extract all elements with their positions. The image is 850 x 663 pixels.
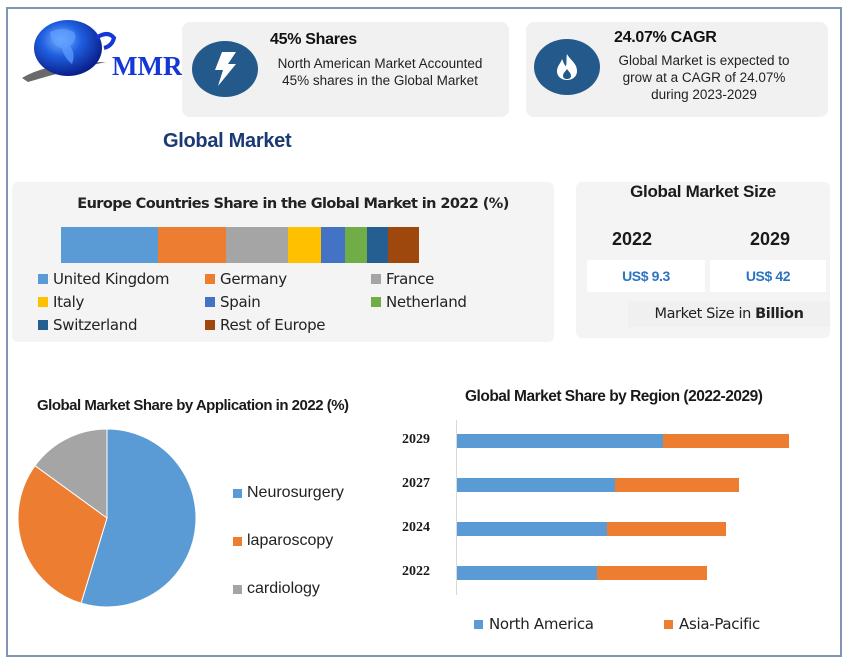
year-label: 2029 [402, 432, 430, 447]
card-text-line: during 2023-2029 [651, 87, 757, 102]
card-text-line: North American Market Accounted [277, 56, 483, 71]
legend-item: United Kingdom [38, 270, 170, 288]
legend-swatch [371, 274, 381, 284]
legend-label: laparoscopy [247, 532, 334, 549]
bar-segment [388, 227, 419, 263]
legend-label: Rest of Europe [220, 316, 326, 334]
year-2022-label: 2022 [612, 229, 653, 249]
legend-swatch [371, 297, 381, 307]
legend-swatch [233, 584, 242, 594]
stacked-bar [457, 434, 789, 448]
legend-swatch [233, 536, 242, 546]
legend-item: Neurosurgery [233, 484, 344, 502]
bar-segment [344, 227, 368, 263]
legend-swatch [38, 297, 48, 307]
legend-label: North America [489, 615, 594, 633]
bar-segment [321, 227, 345, 263]
legend-swatch [205, 274, 215, 284]
legend-item: France [371, 270, 434, 288]
mmr-logo: MMR [18, 18, 182, 88]
legend-swatch [233, 488, 242, 498]
legend-swatch [664, 619, 673, 629]
legend-swatch [38, 274, 48, 284]
globe-icon [22, 20, 117, 82]
market-size-title: Global Market Size [630, 182, 776, 201]
card-text-line: grow at a CAGR of 24.07% [622, 70, 786, 85]
pie-slice-neurosurgery [80, 428, 197, 608]
legend-item: laparoscopy [233, 532, 333, 550]
value-2022: US$ 9.3 [587, 260, 705, 292]
chart-title: Global Market Share by Region (2022-2029… [465, 388, 763, 405]
legend-label: Germany [220, 270, 287, 288]
legend-item: Germany [205, 270, 287, 288]
application-pie-chart [17, 428, 197, 608]
bar-segment [457, 434, 663, 448]
bar-segment [367, 227, 389, 263]
legend-label: United Kingdom [53, 270, 170, 288]
section-title: Global Market [163, 130, 292, 152]
card-text-line: Global Market is expected to [618, 53, 790, 68]
bar-segment [226, 227, 288, 263]
card-text-line: 45% shares in the Global Market [282, 73, 478, 88]
unit-bold: Billion [755, 306, 804, 322]
stacked-bar [457, 478, 739, 492]
legend-label: Asia-Pacific [679, 615, 760, 633]
card-text: North American Market Accounted 45% shar… [260, 55, 500, 89]
bar-segment [457, 478, 616, 492]
legend-swatch [474, 619, 483, 629]
legend-label: Netherland [386, 293, 467, 311]
legend-label: cardiology [247, 580, 320, 597]
bar-segment [607, 522, 726, 536]
legend-label: Neurosurgery [247, 484, 344, 501]
card-title: 24.07% CAGR [614, 29, 717, 46]
year-2029-label: 2029 [750, 229, 791, 249]
bar-segment [597, 566, 708, 580]
legend-item: North America [474, 615, 594, 633]
market-size-unit: Market Size in Billion [628, 301, 830, 327]
bar-segment [457, 566, 598, 580]
legend-item: Netherland [371, 293, 467, 311]
europe-share-panel: Europe Countries Share in the Global Mar… [12, 182, 554, 342]
lightning-bolt-icon [192, 41, 258, 97]
stat-card-cagr: 24.07% CAGR Global Market is expected to… [526, 22, 828, 117]
bar-segment [457, 522, 607, 536]
legend-label: Spain [220, 293, 261, 311]
bar-segment [61, 227, 159, 263]
y-axis-line [456, 420, 457, 595]
chart-title: Global Market Share by Application in 20… [37, 397, 349, 414]
year-label: 2024 [402, 520, 430, 535]
legend-item: Italy [38, 293, 84, 311]
legend-item: Asia-Pacific [664, 615, 760, 633]
card-title: 45% Shares [270, 31, 357, 48]
year-label: 2022 [402, 564, 430, 579]
bar-segment [287, 227, 322, 263]
logo-text: MMR [112, 51, 183, 81]
chart-title: Europe Countries Share in the Global Mar… [77, 196, 509, 212]
stacked-bar [457, 522, 726, 536]
card-text: Global Market is expected to grow at a C… [604, 52, 804, 103]
flame-icon [534, 39, 600, 95]
stacked-bar [457, 566, 708, 580]
legend-item: Spain [205, 293, 261, 311]
legend-label: Italy [53, 293, 85, 311]
stat-card-shares: 45% Shares North American Market Account… [182, 22, 509, 117]
pie-slice-laparoscopy [17, 464, 108, 604]
bar-segment [662, 434, 789, 448]
unit-prefix: Market Size in [654, 306, 756, 322]
market-size-panel: Global Market Size 2022 2029 US$ 9.3 US$… [576, 182, 830, 338]
pie-slice-cardiology [34, 428, 108, 519]
europe-stacked-bar [61, 227, 419, 263]
legend-item: Switzerland [38, 316, 138, 334]
value-2029: US$ 42 [710, 260, 826, 292]
legend-swatch [205, 320, 215, 330]
legend-swatch [205, 297, 215, 307]
legend-item: Rest of Europe [205, 316, 326, 334]
legend-item: cardiology [233, 580, 320, 598]
legend-swatch [38, 320, 48, 330]
year-label: 2027 [402, 476, 430, 491]
legend-label: France [386, 270, 435, 288]
bar-segment [615, 478, 739, 492]
bar-segment [158, 227, 227, 263]
legend-label: Switzerland [53, 316, 138, 334]
